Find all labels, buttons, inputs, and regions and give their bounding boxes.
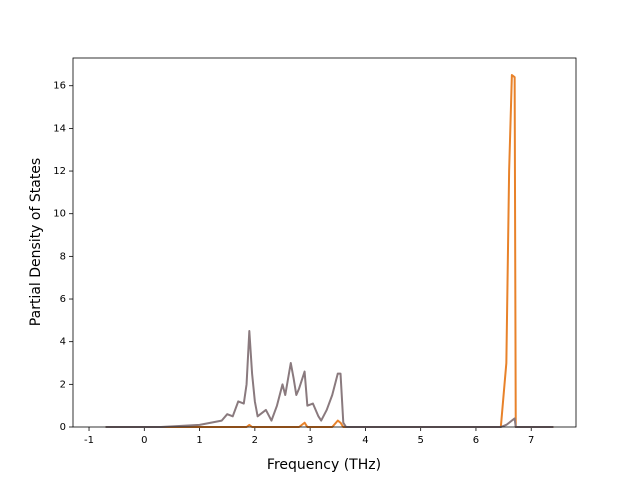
y-tick-label: 14: [53, 123, 66, 134]
x-tick-label: -1: [84, 435, 94, 446]
x-tick-label: 3: [307, 435, 313, 446]
y-tick-label: 6: [60, 294, 66, 305]
y-tick-label: 10: [53, 209, 66, 220]
x-tick-label: 4: [362, 435, 368, 446]
y-tick-label: 0: [60, 422, 66, 433]
x-tick-label: 1: [196, 435, 202, 446]
y-tick-label: 16: [53, 81, 66, 92]
y-axis-label: Partial Density of States: [28, 158, 44, 326]
x-tick-label: 5: [417, 435, 423, 446]
y-tick-label: 12: [53, 166, 66, 177]
y-tick-label: 4: [60, 337, 66, 348]
plot-frame: [72, 57, 577, 428]
y-tick-label: 2: [60, 379, 66, 390]
series-line: [105, 330, 554, 428]
y-tick-label: 8: [60, 251, 66, 262]
x-tick-label: 6: [473, 435, 479, 446]
x-axis-label: Frequency (THz): [267, 457, 381, 473]
series-line: [105, 74, 554, 428]
x-tick-label: 0: [141, 435, 147, 446]
x-tick-label: 7: [528, 435, 534, 446]
x-tick-label: 2: [252, 435, 258, 446]
